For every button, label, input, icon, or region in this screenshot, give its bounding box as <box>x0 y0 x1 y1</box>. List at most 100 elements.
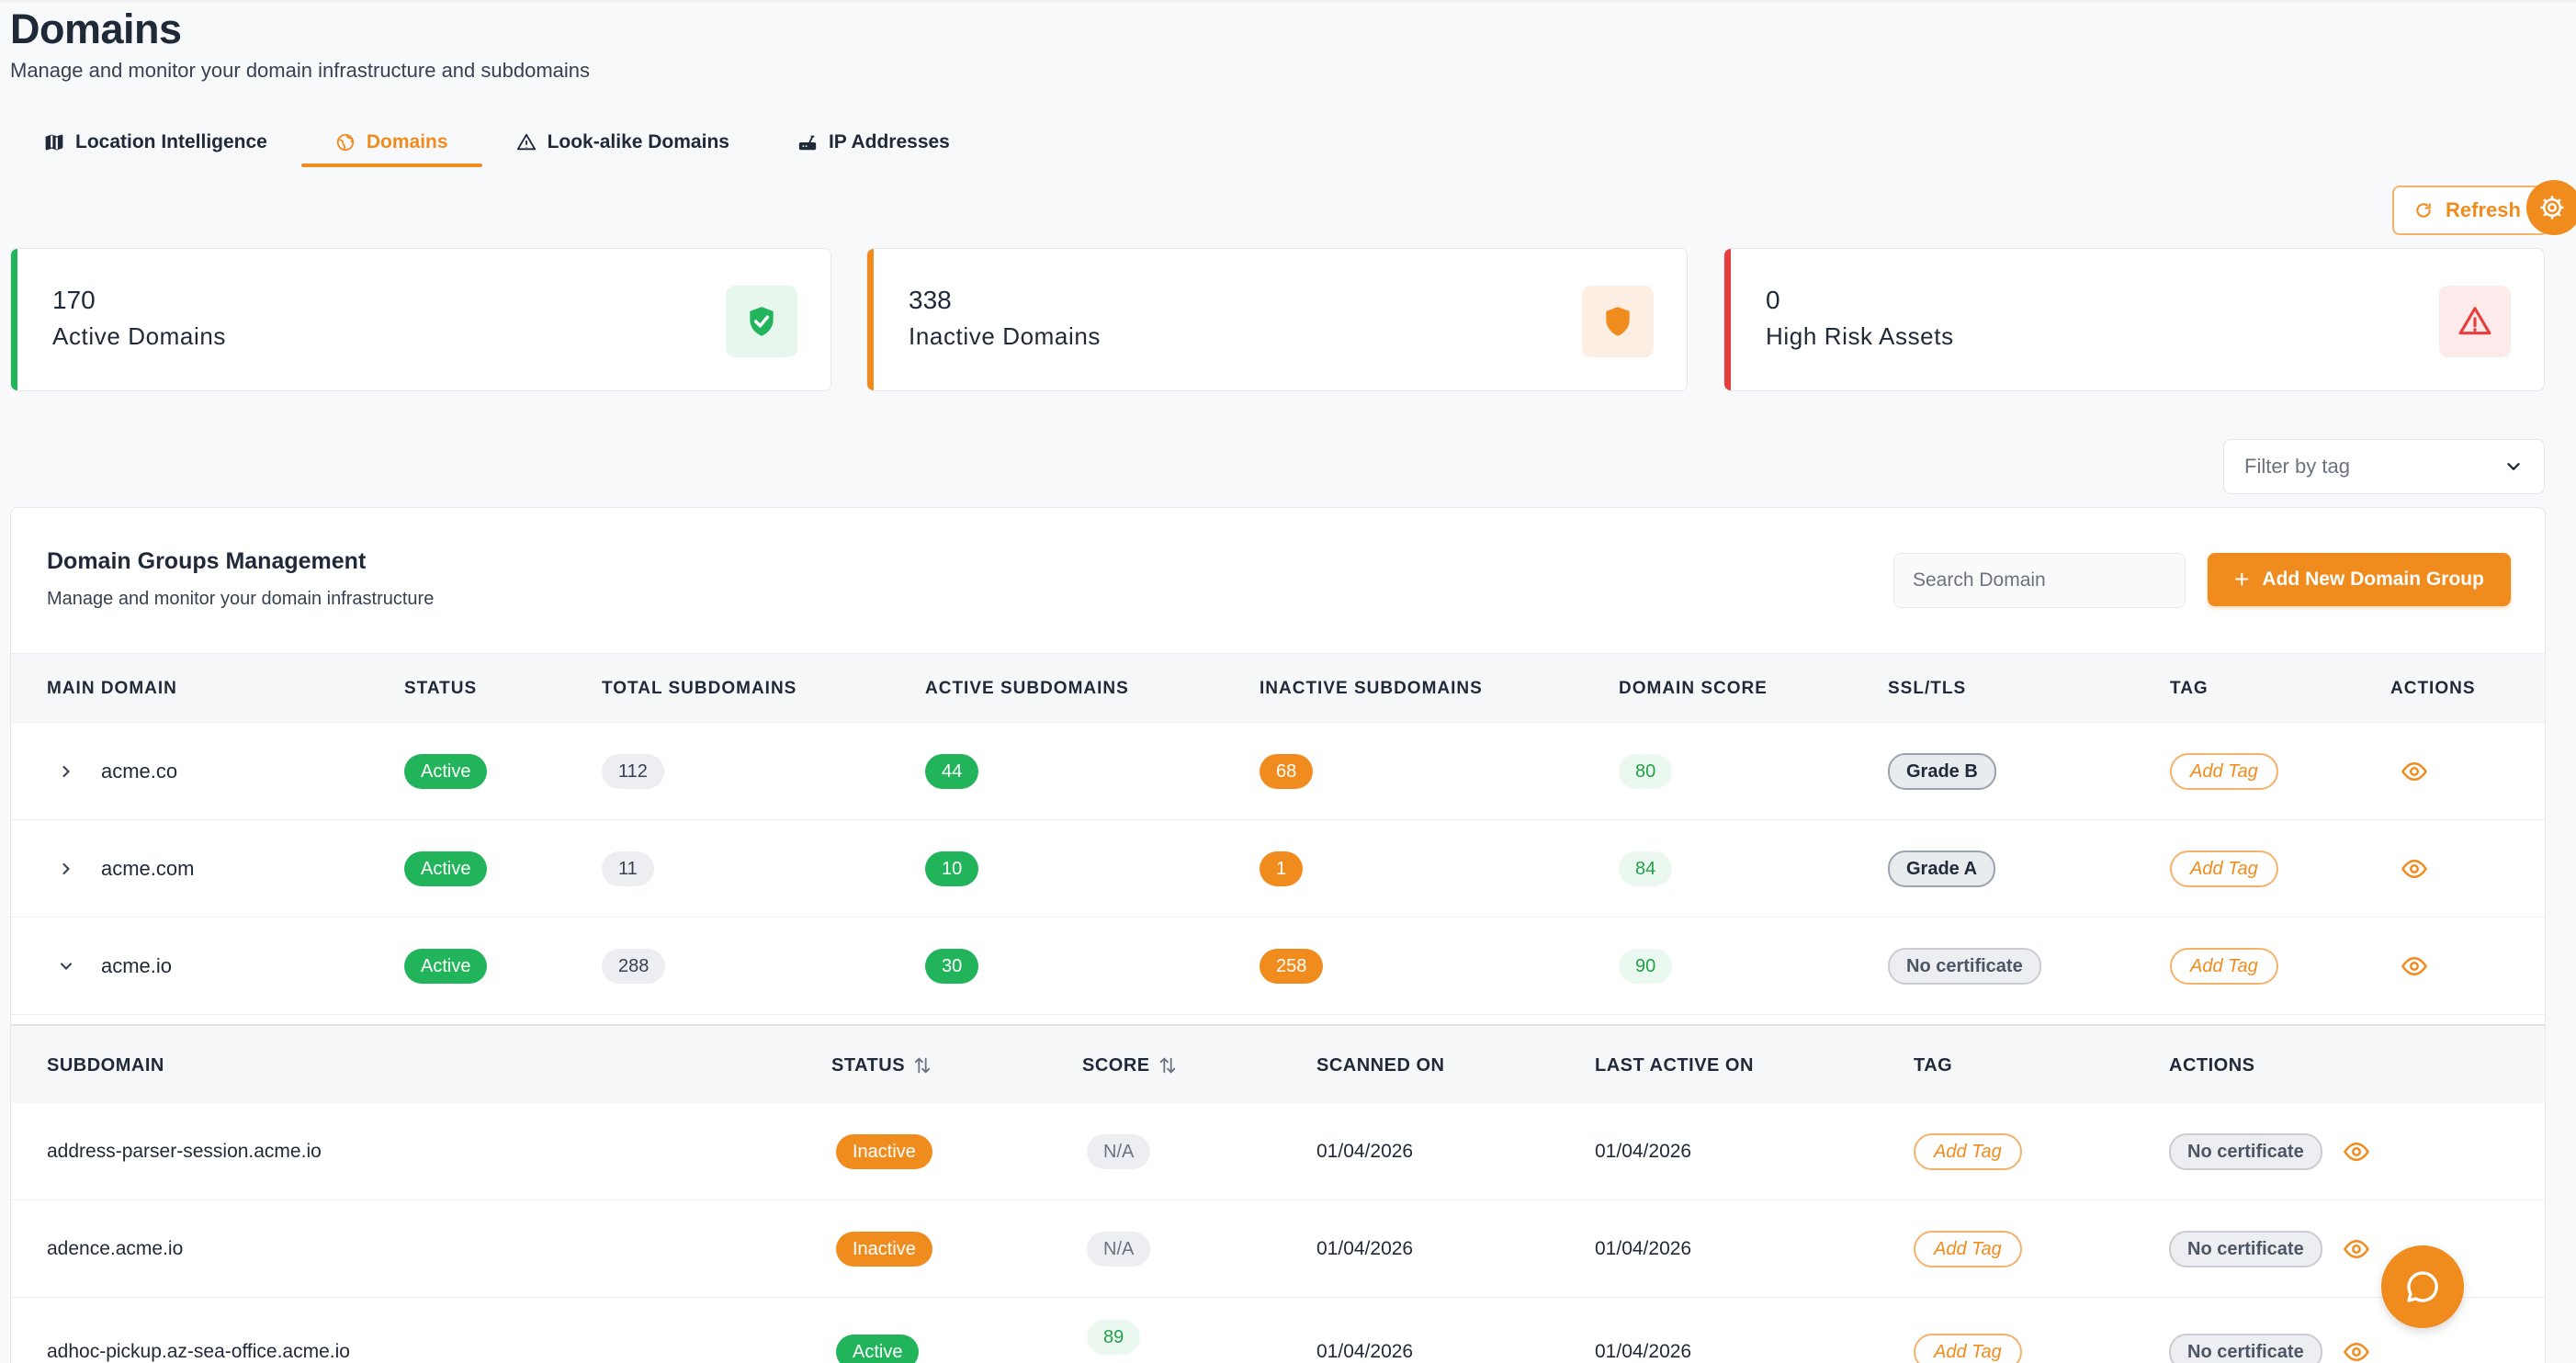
sort-icon[interactable] <box>912 1055 932 1076</box>
add-tag-button[interactable]: Add Tag <box>2170 753 2278 790</box>
subdomain-row[interactable]: address-parser-session.acme.io Inactive … <box>11 1103 2545 1200</box>
status-badge: Active <box>404 851 488 886</box>
eye-icon[interactable] <box>2401 758 2428 785</box>
stat-card-active-domains: 170 Active Domains <box>10 248 831 391</box>
column-header: SSL/TLS <box>1888 679 1967 698</box>
score-badge: N/A <box>1087 1232 1151 1267</box>
tab-look-alike-domains[interactable]: Look-alike Domains <box>482 118 763 167</box>
domain-name: acme.co <box>101 760 178 783</box>
score-badge: 80 <box>1619 754 1673 789</box>
tag-cell: Add Tag <box>2170 918 2278 1015</box>
tab-domains[interactable]: Domains <box>300 118 482 167</box>
filter-by-tag-select[interactable]: Filter by tag <box>2223 439 2545 494</box>
add-tag-button[interactable]: Add Tag <box>1914 1231 2022 1267</box>
column-header: ACTIONS <box>2169 1026 2255 1105</box>
score-cell: N/A <box>1087 1103 1151 1200</box>
tab-ip-addresses[interactable]: IP Addresses <box>763 118 984 167</box>
tab-label: Look-alike Domains <box>547 131 729 152</box>
add-tag-button[interactable]: Add Tag <box>2170 948 2278 985</box>
last-active-on: 01/04/2026 <box>1595 1141 1692 1162</box>
no-certificate-badge: No certificate <box>2169 1231 2322 1267</box>
domain-cell: acme.co <box>57 723 177 820</box>
chat-icon <box>2407 1271 2438 1302</box>
stat-icon-box <box>726 286 797 357</box>
column-header: TAG <box>2170 679 2209 698</box>
chevron-right-icon[interactable] <box>57 860 75 878</box>
total-subdomains-cell: 112 <box>602 723 664 820</box>
column-header: TOTAL SUBDOMAINS <box>602 679 797 698</box>
last-active-on: 01/04/2026 <box>1595 1341 1692 1362</box>
tab-label: Domains <box>366 131 448 152</box>
count-badge: 68 <box>1260 754 1314 789</box>
total-subdomains-cell: 11 <box>602 820 654 918</box>
warning-icon <box>2458 307 2491 335</box>
column-header-label: ACTIONS <box>2169 1054 2255 1076</box>
status-badge: Active <box>404 754 488 789</box>
column-header: MAIN DOMAIN <box>47 679 177 698</box>
gear-icon <box>2540 196 2564 220</box>
count-badge: 44 <box>925 754 979 789</box>
last-active-on: 01/04/2026 <box>1595 1238 1692 1259</box>
column-header-status[interactable]: STATUS <box>831 1026 932 1105</box>
tab-label: Location Intelligence <box>75 131 267 152</box>
column-header-label: SUBDOMAIN <box>47 1054 164 1076</box>
warning-icon <box>516 133 536 151</box>
chevron-down-icon[interactable] <box>57 957 75 975</box>
table-row[interactable]: acme.com Active 11 10 1 84 Grade A Add T… <box>11 820 2545 918</box>
domain-cell: acme.io <box>57 918 172 1015</box>
stat-value: 338 <box>909 286 952 314</box>
actions-cell <box>2401 723 2428 820</box>
search-domain-input[interactable] <box>1893 553 2186 608</box>
chevron-right-icon[interactable] <box>57 762 75 781</box>
eye-icon[interactable] <box>2401 855 2428 883</box>
page-subtitle: Manage and monitor your domain infrastru… <box>10 59 591 82</box>
column-header-label: LAST ACTIVE ON <box>1595 1054 1754 1076</box>
score-cell: N/A <box>1087 1200 1151 1298</box>
domain-groups-panel: Domain Groups Management Manage and moni… <box>10 507 2546 1363</box>
refresh-button[interactable]: Refresh <box>2392 186 2548 235</box>
panel-title: Domain Groups Management <box>47 548 367 574</box>
column-header-label: SCANNED ON <box>1316 1054 1445 1076</box>
eye-icon[interactable] <box>2343 1235 2370 1263</box>
map-icon <box>45 134 63 151</box>
tab-label: IP Addresses <box>828 131 950 152</box>
score-cell: 89 <box>1087 1289 1141 1363</box>
eye-icon[interactable] <box>2343 1138 2370 1166</box>
stat-card-high-risk-assets: 0 High Risk Assets <box>1723 248 2545 391</box>
sort-icon[interactable] <box>1158 1055 1178 1076</box>
chat-button[interactable] <box>2381 1245 2464 1328</box>
status-cell: Active <box>836 1303 920 1363</box>
ssl-cell: No certificate <box>1888 918 2041 1015</box>
status-badge: Inactive <box>836 1232 932 1267</box>
stat-icon-box <box>1582 286 1654 357</box>
stat-accent-bar <box>1724 249 1731 390</box>
column-header: STATUS <box>404 679 478 698</box>
status-cell: Inactive <box>836 1200 932 1298</box>
subdomain-name: address-parser-session.acme.io <box>47 1141 322 1162</box>
stat-accent-bar <box>867 249 874 390</box>
status-cell: Inactive <box>836 1103 932 1200</box>
eye-icon[interactable] <box>2401 952 2428 980</box>
plus-icon: + <box>2234 565 2250 593</box>
eye-icon[interactable] <box>2343 1338 2370 1363</box>
tab-location-intelligence[interactable]: Location Intelligence <box>10 118 301 167</box>
subdomain-row[interactable]: adence.acme.io Inactive N/A 01/04/2026 0… <box>11 1200 2545 1298</box>
add-domain-group-button[interactable]: + Add New Domain Group <box>2208 553 2511 606</box>
tag-cell: Add Tag <box>1914 1303 2022 1363</box>
add-tag-button[interactable]: Add Tag <box>2170 850 2278 887</box>
add-tag-button[interactable]: Add Tag <box>1914 1133 2022 1170</box>
table-row[interactable]: acme.io Active 288 30 258 90 No certific… <box>11 918 2545 1015</box>
page-title: Domains <box>10 6 182 52</box>
subdomain-row[interactable]: adhoc-pickup.az-sea-office.acme.io Activ… <box>11 1298 2545 1363</box>
tab-bar: Location Intelligence Domains Look-alike… <box>10 118 984 167</box>
globe-icon <box>336 133 355 152</box>
add-tag-button[interactable]: Add Tag <box>1914 1334 2022 1363</box>
domain-score-cell: 84 <box>1619 820 1673 918</box>
settings-button[interactable] <box>2526 180 2576 235</box>
actions-cell <box>2401 820 2428 918</box>
table-row[interactable]: acme.co Active 112 44 68 80 Grade B Add … <box>11 723 2545 820</box>
column-header-score[interactable]: SCORE <box>1082 1026 1178 1105</box>
top-divider <box>0 0 2576 2</box>
inactive-subdomains-cell: 258 <box>1260 918 1324 1015</box>
actions-cell <box>2401 918 2428 1015</box>
